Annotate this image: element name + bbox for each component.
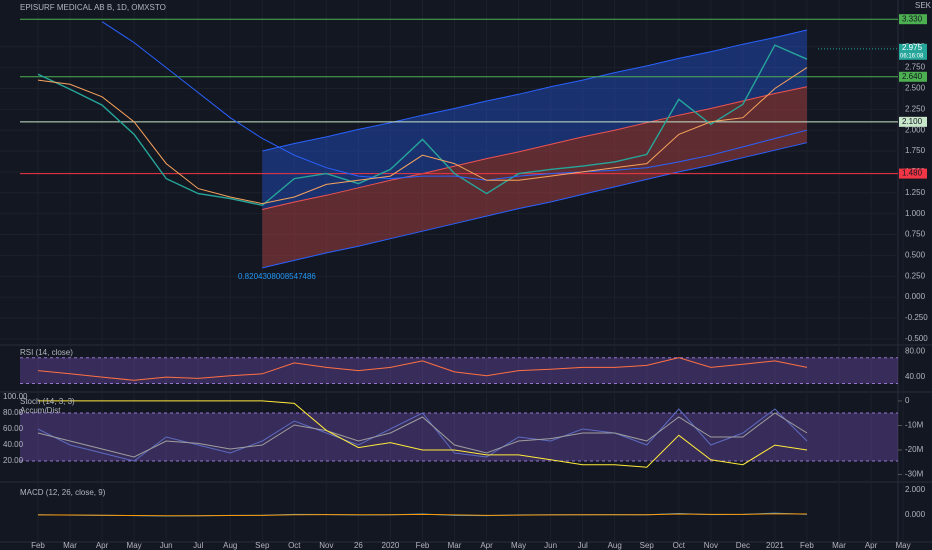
level-label-bg (899, 71, 927, 82)
y-tick-label: -0.500 (905, 334, 928, 343)
annotation: 0.8204308008547486 (238, 272, 316, 281)
series-line (37, 513, 808, 517)
series-line (101, 21, 808, 181)
x-tick-label: Jun (160, 541, 173, 550)
y-tick-label: 1.000 (905, 209, 926, 218)
y-tick-label: -0.250 (905, 313, 928, 322)
y-tick-label: 2.750 (905, 63, 926, 72)
x-tick-label: Jul (193, 541, 203, 550)
x-tick-label: Sep (640, 541, 655, 550)
x-tick-label: May (511, 541, 526, 550)
x-tick-label: May (896, 541, 911, 550)
x-tick-label: Feb (31, 541, 45, 550)
x-tick-label: Oct (288, 541, 301, 550)
x-tick-label: Dec (736, 541, 750, 550)
x-tick-label: Apr (865, 541, 878, 550)
x-tick-label: Nov (704, 541, 718, 550)
level-label: 3.330 (902, 14, 923, 23)
series-line (37, 67, 808, 205)
y2-tick-label: -10M (905, 421, 924, 430)
channel-lower-fill (262, 86, 807, 268)
y-tick-label: 80.00 (3, 408, 24, 417)
level-label: 2.100 (902, 117, 923, 126)
x-tick-label: Feb (800, 541, 814, 550)
y2-tick-label: 0 (905, 396, 910, 405)
x-tick-label: Apr (96, 541, 109, 550)
x-tick-label: Jul (578, 541, 588, 550)
y-tick-label: 40.00 (905, 372, 926, 381)
y-tick-label: 20.00 (3, 456, 24, 465)
x-tick-label: Sep (255, 541, 270, 550)
currency: SEK (915, 1, 932, 10)
y-tick-label: 80.00 (905, 346, 926, 355)
x-tick-label: Aug (223, 541, 237, 550)
x-tick-label: Feb (416, 541, 430, 550)
x-tick-label: May (127, 541, 142, 550)
countdown: 06:16:08 (900, 53, 924, 59)
y-tick-label: 40.00 (3, 440, 24, 449)
pane-title: RSI (14, close) (20, 348, 73, 357)
y-tick-label: 0.000 (905, 292, 926, 301)
level-label-bg (899, 14, 927, 25)
level-label: 2.640 (902, 72, 923, 81)
channel-line (262, 29, 808, 152)
last-price-bg (899, 43, 927, 60)
y-tick-label: 2.500 (905, 84, 926, 93)
x-tick-label: Jun (544, 541, 557, 550)
last-price-label: 2.975 (902, 43, 923, 52)
x-tick-label: Nov (319, 541, 333, 550)
y-tick-label: 2.000 (905, 125, 926, 134)
y-tick-label: 1.750 (905, 146, 926, 155)
series-line (37, 412, 808, 458)
series-line (37, 408, 808, 462)
channel-line (262, 86, 808, 210)
y-tick-label: 0.000 (905, 510, 926, 519)
y-tick-label: 2.250 (905, 104, 926, 113)
series-line (37, 357, 808, 381)
channel-line (262, 142, 808, 269)
x-tick-label: 26 (354, 541, 363, 550)
pane-title: EPISURF MEDICAL AB B, 1D, OMXSTO (20, 3, 166, 12)
level-label: 1.480 (902, 169, 923, 178)
pane-title: Stoch (14, 3, 3) (20, 397, 75, 406)
level-label-bg (899, 116, 927, 127)
x-tick-label: Aug (608, 541, 622, 550)
y-tick-label: 0.500 (905, 250, 926, 259)
x-tick-label: Oct (673, 541, 686, 550)
pane-title: MACD (12, 26, close, 9) (20, 488, 106, 497)
series-line (37, 44, 808, 207)
y-tick-label: 100.00 (3, 392, 28, 401)
x-tick-label: Apr (480, 541, 493, 550)
x-tick-label: Mar (832, 541, 846, 550)
series-line (38, 400, 808, 468)
y2-tick-label: -20M (905, 445, 924, 454)
y-tick-label: 1.250 (905, 188, 926, 197)
x-tick-label: Mar (448, 541, 462, 550)
x-tick-label: Mar (63, 541, 77, 550)
x-tick-label: 2021 (766, 541, 784, 550)
y-tick-label: 0.750 (905, 230, 926, 239)
y-tick-label: 0.250 (905, 271, 926, 280)
band (20, 357, 898, 384)
x-tick-label: 2020 (382, 541, 400, 550)
y2-tick-label: -30M (905, 470, 924, 479)
level-label-bg (899, 168, 927, 179)
channel-upper-fill (262, 30, 807, 210)
pane-subtitle: Accum/Dist (20, 406, 61, 415)
y-tick-label: 2.000 (905, 485, 926, 494)
y-tick-label: 60.00 (3, 424, 24, 433)
